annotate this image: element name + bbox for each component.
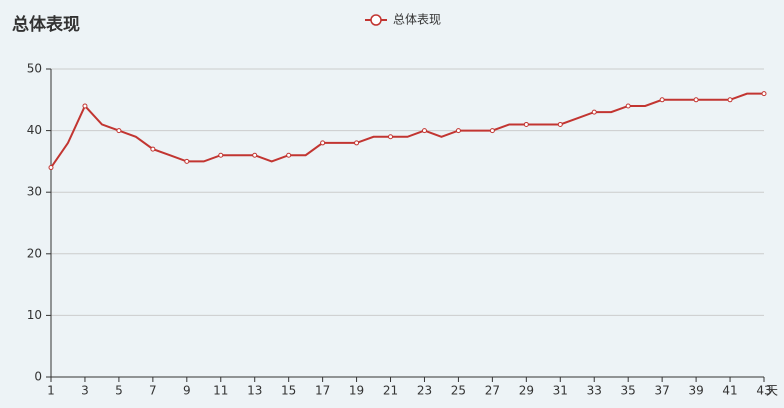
point	[523, 121, 529, 127]
x-tick-label: 21	[383, 384, 398, 398]
y-tick-label: 40	[27, 123, 42, 137]
point	[557, 121, 563, 127]
point	[625, 103, 631, 109]
point	[218, 152, 224, 158]
point	[591, 109, 597, 115]
x-tick-label: 31	[553, 384, 568, 398]
x-tick-label: 35	[621, 384, 636, 398]
point	[693, 97, 699, 103]
point	[727, 97, 733, 103]
point	[354, 140, 360, 146]
point	[659, 97, 665, 103]
x-tick-label: 15	[281, 384, 296, 398]
y-tick-label: 30	[27, 185, 42, 199]
x-tick-label: 7	[149, 384, 157, 398]
x-tick-label: 23	[417, 384, 432, 398]
x-tick-label: 41	[722, 384, 737, 398]
x-tick-label: 29	[519, 384, 534, 398]
x-tick-label: 43	[756, 384, 771, 398]
point	[421, 128, 427, 134]
y-tick-label: 10	[27, 308, 42, 322]
point	[455, 128, 461, 134]
legend-label: 总体表现	[393, 13, 441, 27]
point	[116, 128, 122, 134]
x-tick-label: 1	[47, 384, 55, 398]
x-tick-label: 33	[587, 384, 602, 398]
x-tick-label: 19	[349, 384, 364, 398]
x-tick-label: 25	[451, 384, 466, 398]
x-tick-label: 37	[655, 384, 670, 398]
point	[286, 152, 292, 158]
x-tick-label: 9	[183, 384, 191, 398]
y-tick-label: 20	[27, 246, 42, 260]
x-tick-label: 39	[688, 384, 703, 398]
point	[184, 158, 190, 164]
point	[82, 103, 88, 109]
point	[761, 91, 767, 97]
chart-title: 总体表现	[12, 14, 80, 35]
x-tick-label: 27	[485, 384, 500, 398]
x-tick-label: 3	[81, 384, 89, 398]
point	[150, 146, 156, 152]
x-tick-label: 11	[213, 384, 228, 398]
point	[252, 152, 258, 158]
legend-marker	[370, 14, 382, 26]
x-tick-label: 13	[247, 384, 262, 398]
point	[48, 165, 54, 171]
x-tick-label: 17	[315, 384, 330, 398]
x-axis-label: 天	[766, 384, 778, 398]
point	[388, 134, 394, 140]
x-tick-label: 5	[115, 384, 123, 398]
point	[489, 128, 495, 134]
point	[320, 140, 326, 146]
y-tick-label: 0	[34, 370, 42, 384]
y-tick-label: 50	[27, 62, 42, 76]
line	[50, 92, 764, 169]
